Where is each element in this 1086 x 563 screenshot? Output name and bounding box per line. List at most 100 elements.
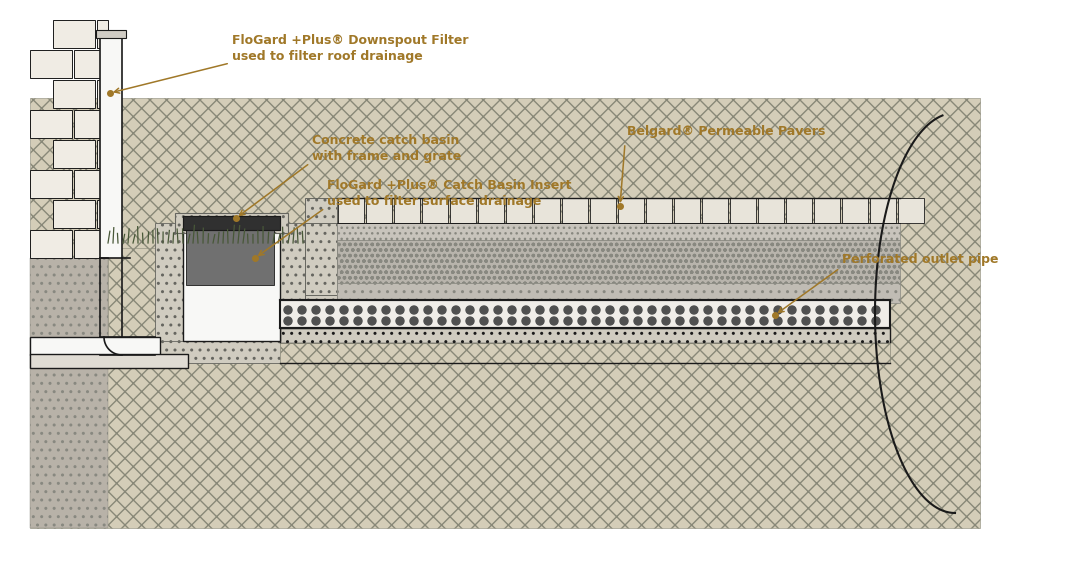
Bar [96,30,126,38]
Circle shape [298,306,306,314]
Bar [305,218,337,298]
Circle shape [564,306,572,314]
Circle shape [424,317,432,325]
Bar [506,198,532,223]
Text: Belgard® Permeable Pavers: Belgard® Permeable Pavers [627,125,825,138]
Bar [366,198,392,223]
Bar [730,198,756,223]
Bar [155,341,308,363]
Bar [337,283,900,303]
Bar [280,343,891,363]
Bar [155,223,184,363]
Bar [30,98,980,528]
Circle shape [746,306,754,314]
Bar [422,198,449,223]
Bar [898,198,924,223]
Bar [870,198,896,223]
Circle shape [662,317,670,325]
Circle shape [438,306,446,314]
Circle shape [424,306,432,314]
Bar [758,198,784,223]
Circle shape [606,317,614,325]
Circle shape [858,306,866,314]
Circle shape [298,317,306,325]
Circle shape [480,306,488,314]
Bar [53,200,94,228]
Bar [786,198,812,223]
Bar [280,223,308,363]
Bar [97,140,108,168]
Circle shape [788,306,796,314]
Bar [30,50,72,78]
Circle shape [648,306,656,314]
Bar [184,216,280,230]
Bar [534,198,560,223]
Text: Perforated outlet pipe: Perforated outlet pipe [842,253,998,266]
Circle shape [675,317,684,325]
Text: FloGard +Plus® Downspout Filter
used to filter roof drainage: FloGard +Plus® Downspout Filter used to … [232,34,468,63]
Bar [30,354,188,368]
Bar [337,223,900,240]
Circle shape [536,317,544,325]
Bar [175,213,288,233]
Circle shape [480,317,488,325]
Circle shape [368,306,376,314]
Circle shape [816,317,824,325]
Circle shape [382,317,390,325]
Circle shape [494,317,502,325]
Circle shape [578,317,586,325]
Circle shape [508,317,516,325]
Circle shape [522,317,530,325]
Bar [100,33,122,258]
Circle shape [550,317,558,325]
Bar [337,240,900,283]
Circle shape [285,306,292,314]
Bar [646,198,672,223]
Bar [280,328,891,343]
Bar [305,295,337,363]
Circle shape [858,317,866,325]
Circle shape [801,317,810,325]
Circle shape [788,317,796,325]
Bar [478,198,504,223]
Circle shape [746,317,754,325]
Bar [97,200,108,228]
Circle shape [801,306,810,314]
Circle shape [578,306,586,314]
Circle shape [718,317,727,325]
Circle shape [396,317,404,325]
Circle shape [844,306,853,314]
Circle shape [312,317,320,325]
Bar [184,216,280,230]
Bar [394,198,420,223]
Circle shape [452,317,460,325]
Bar [53,20,94,48]
Circle shape [550,306,558,314]
Circle shape [648,317,656,325]
Circle shape [732,306,740,314]
Circle shape [634,317,642,325]
Circle shape [382,306,390,314]
Circle shape [354,317,362,325]
Circle shape [340,306,348,314]
Bar [30,337,160,355]
Circle shape [675,306,684,314]
Circle shape [494,306,502,314]
Circle shape [438,317,446,325]
Circle shape [326,317,334,325]
Bar [53,140,94,168]
Circle shape [452,306,460,314]
Bar [590,198,616,223]
Bar [53,80,94,108]
Circle shape [522,306,530,314]
Circle shape [662,306,670,314]
Bar [30,170,72,198]
Circle shape [396,306,404,314]
Circle shape [620,317,628,325]
Circle shape [606,306,614,314]
Bar [30,258,108,528]
Circle shape [508,306,516,314]
Circle shape [704,306,712,314]
Circle shape [564,317,572,325]
Circle shape [592,317,599,325]
